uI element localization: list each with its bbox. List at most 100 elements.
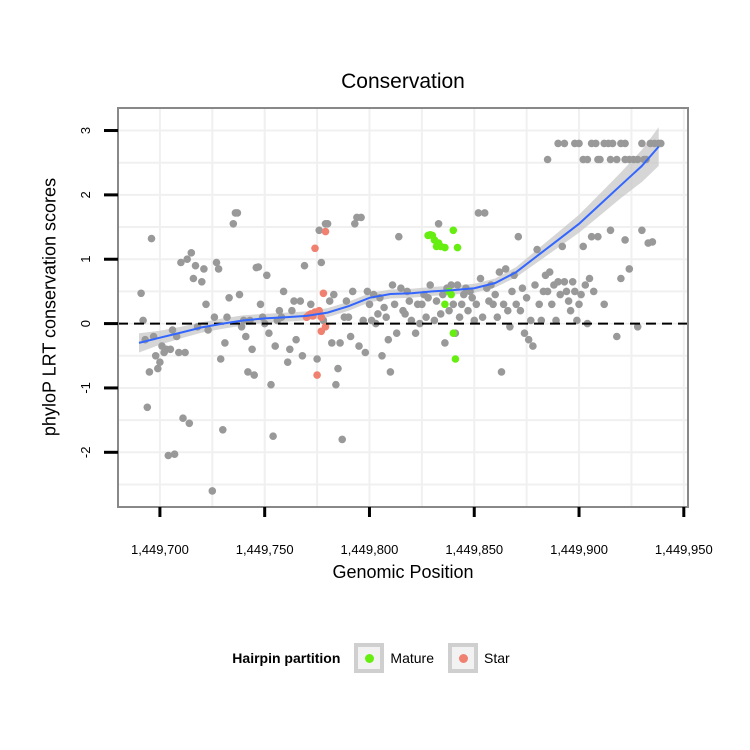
data-point: [533, 245, 541, 254]
data-point: [187, 249, 196, 257]
data-point: [401, 310, 409, 318]
data-point: [330, 290, 338, 299]
data-point: [460, 290, 468, 299]
data-point: [568, 278, 577, 286]
data-point: [472, 300, 481, 309]
data-point: [556, 290, 564, 299]
data-point: [139, 316, 147, 325]
data-point: [621, 236, 629, 244]
y-tick-label: 1: [78, 256, 93, 263]
legend-label-mature: Mature: [390, 650, 434, 666]
data-point: [191, 261, 200, 270]
data-point: [594, 155, 602, 164]
data-point: [638, 139, 646, 148]
data-point: [449, 329, 458, 338]
data-point: [296, 297, 305, 305]
data-point: [575, 139, 583, 148]
data-point: [263, 271, 271, 280]
data-point: [219, 426, 227, 434]
data-point: [269, 432, 277, 441]
data-point: [344, 313, 353, 322]
data-point: [657, 139, 665, 148]
data-point: [325, 297, 334, 305]
data-point: [390, 300, 399, 309]
data-point: [181, 348, 189, 357]
data-point: [317, 313, 326, 322]
x-tick-label: 1,449,950: [655, 542, 713, 557]
data-point: [210, 313, 219, 322]
data-point: [374, 310, 382, 318]
data-point: [256, 300, 265, 309]
data-point: [613, 332, 621, 341]
data-point: [143, 403, 152, 412]
data-point: [489, 300, 497, 309]
data-point: [336, 339, 344, 347]
data-point: [447, 290, 456, 299]
data-point: [378, 352, 386, 360]
data-point: [455, 313, 464, 322]
data-point: [168, 326, 177, 334]
data-point: [633, 323, 642, 331]
series-star: [302, 227, 330, 379]
data-point: [441, 339, 449, 347]
data-point: [430, 316, 439, 325]
data-point: [328, 339, 336, 347]
data-point: [447, 281, 456, 289]
data-point: [543, 287, 552, 296]
data-point: [606, 226, 615, 235]
data-point: [177, 258, 185, 267]
data-point: [476, 274, 485, 283]
data-point: [453, 243, 462, 252]
data-point: [315, 306, 324, 315]
data-point: [307, 300, 315, 309]
data-point: [221, 339, 229, 347]
data-point: [499, 300, 508, 309]
x-tick-label: 1,449,700: [131, 542, 189, 557]
data-point: [265, 329, 273, 338]
data-point: [332, 380, 340, 389]
data-point: [587, 232, 596, 241]
data-point: [638, 226, 646, 235]
data-point: [212, 258, 221, 267]
y-tick-label: 3: [78, 127, 93, 134]
data-point: [214, 265, 223, 273]
data-point: [522, 294, 531, 302]
x-tick-label: 1,449,850: [445, 542, 503, 557]
data-point: [560, 139, 569, 148]
data-point: [585, 274, 594, 283]
data-point: [392, 329, 401, 338]
data-point: [315, 226, 324, 235]
legend-dot-mature: [364, 653, 374, 663]
data-point: [164, 451, 173, 460]
data-point: [600, 300, 608, 309]
data-point: [558, 242, 567, 251]
data-point: [441, 243, 449, 252]
data-point: [589, 287, 598, 296]
data-point: [334, 364, 342, 373]
data-point: [170, 450, 179, 459]
data-point: [321, 227, 330, 236]
y-tick-label: -1: [78, 382, 93, 394]
data-point: [560, 278, 569, 286]
data-point: [288, 306, 296, 315]
data-point: [342, 297, 351, 305]
data-point: [348, 287, 357, 296]
data-point: [359, 316, 368, 325]
data-point: [229, 220, 238, 228]
data-point: [235, 290, 244, 299]
data-point: [298, 352, 307, 360]
data-point: [562, 287, 571, 296]
data-point: [183, 255, 191, 263]
legend-key-star: [448, 643, 478, 673]
data-point: [189, 274, 198, 283]
y-axis-label: phyloP LRT conservation scores: [39, 177, 60, 437]
data-point: [566, 306, 575, 315]
data-point: [202, 300, 210, 309]
data-point: [436, 310, 445, 318]
data-point: [495, 268, 504, 276]
data-point: [418, 300, 426, 309]
data-point: [464, 306, 472, 315]
data-point: [552, 316, 560, 325]
data-point: [501, 265, 510, 273]
